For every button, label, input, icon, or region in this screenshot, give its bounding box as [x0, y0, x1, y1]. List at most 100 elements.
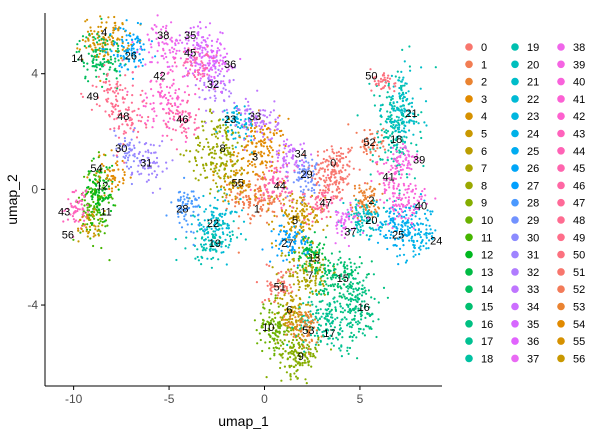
scatter-point	[287, 213, 291, 216]
scatter-point	[277, 278, 280, 281]
scatter-point	[292, 358, 295, 361]
scatter-point	[241, 200, 244, 204]
scatter-point	[360, 294, 364, 297]
scatter-point	[269, 111, 272, 114]
scatter-point	[283, 330, 286, 333]
scatter-point	[308, 296, 311, 299]
scatter-point	[405, 213, 408, 217]
scatter-point	[357, 199, 360, 202]
scatter-point	[143, 48, 146, 51]
scatter-point	[305, 303, 308, 306]
scatter-point	[385, 136, 388, 139]
scatter-point	[366, 195, 369, 199]
scatter-point	[189, 60, 192, 64]
scatter-point	[288, 364, 291, 367]
scatter-point	[122, 45, 125, 49]
scatter-point	[265, 221, 269, 224]
scatter-point	[263, 142, 266, 145]
scatter-point	[270, 283, 273, 286]
scatter-point	[299, 327, 302, 330]
scatter-point	[299, 143, 302, 146]
scatter-point	[119, 63, 122, 66]
scatter-point	[282, 347, 285, 350]
scatter-point	[408, 209, 411, 212]
scatter-point	[199, 63, 202, 66]
scatter-point	[339, 256, 342, 259]
scatter-point	[263, 299, 267, 302]
scatter-point	[212, 214, 215, 217]
scatter-point	[97, 75, 100, 78]
scatter-point	[392, 244, 395, 247]
scatter-point	[392, 109, 395, 112]
scatter-point	[105, 98, 108, 101]
scatter-point	[202, 63, 205, 66]
scatter-point	[378, 183, 381, 186]
scatter-point	[331, 148, 334, 151]
scatter-point	[322, 284, 325, 287]
scatter-point	[334, 176, 337, 179]
scatter-point	[137, 65, 140, 68]
scatter-point	[269, 197, 272, 200]
scatter-point	[321, 271, 324, 274]
scatter-point	[107, 36, 110, 39]
scatter-point	[351, 308, 354, 311]
scatter-point	[268, 322, 271, 325]
scatter-point	[86, 37, 90, 40]
scatter-point	[412, 122, 416, 125]
scatter-point	[419, 87, 422, 90]
scatter-point	[261, 119, 265, 122]
scatter-point	[266, 284, 269, 287]
scatter-point	[114, 86, 117, 89]
scatter-point	[81, 208, 84, 211]
scatter-point	[294, 242, 297, 245]
scatter-point	[336, 300, 339, 303]
scatter-point	[171, 84, 174, 87]
scatter-point	[385, 161, 388, 164]
scatter-point	[303, 252, 306, 255]
scatter-point	[207, 141, 210, 144]
scatter-point	[404, 188, 407, 191]
scatter-point	[333, 173, 336, 176]
scatter-point	[329, 316, 333, 319]
scatter-point	[200, 237, 203, 240]
scatter-point	[374, 208, 377, 211]
scatter-point	[272, 320, 275, 323]
scatter-point	[282, 333, 286, 336]
scatter-point	[313, 165, 316, 168]
scatter-point	[344, 212, 347, 215]
scatter-point	[103, 89, 106, 93]
scatter-point	[231, 233, 234, 236]
scatter-point	[400, 173, 403, 176]
scatter-point	[97, 218, 100, 221]
scatter-point	[338, 347, 341, 350]
scatter-point	[402, 76, 405, 79]
scatter-point	[91, 198, 94, 201]
scatter-point	[168, 49, 171, 52]
scatter-point	[280, 276, 283, 279]
scatter-point	[232, 137, 235, 140]
scatter-point	[213, 132, 216, 136]
scatter-point	[86, 18, 89, 21]
scatter-point	[273, 197, 276, 200]
scatter-point	[273, 129, 276, 132]
scatter-point	[274, 323, 277, 326]
scatter-point	[413, 177, 416, 180]
scatter-point	[429, 210, 432, 213]
scatter-point	[361, 284, 364, 287]
scatter-point	[265, 210, 268, 213]
scatter-point	[411, 188, 414, 191]
scatter-point	[95, 63, 98, 66]
scatter-point	[195, 164, 198, 167]
scatter-point	[286, 321, 289, 324]
scatter-point	[299, 298, 302, 301]
scatter-point	[399, 165, 402, 168]
scatter-point	[285, 230, 288, 233]
scatter-point	[270, 242, 273, 245]
scatter-point	[306, 357, 309, 361]
scatter-point	[296, 199, 299, 202]
scatter-point	[216, 185, 219, 188]
scatter-point	[137, 119, 140, 122]
scatter-point	[399, 169, 402, 172]
scatter-point	[252, 158, 255, 161]
scatter-point	[183, 130, 186, 133]
